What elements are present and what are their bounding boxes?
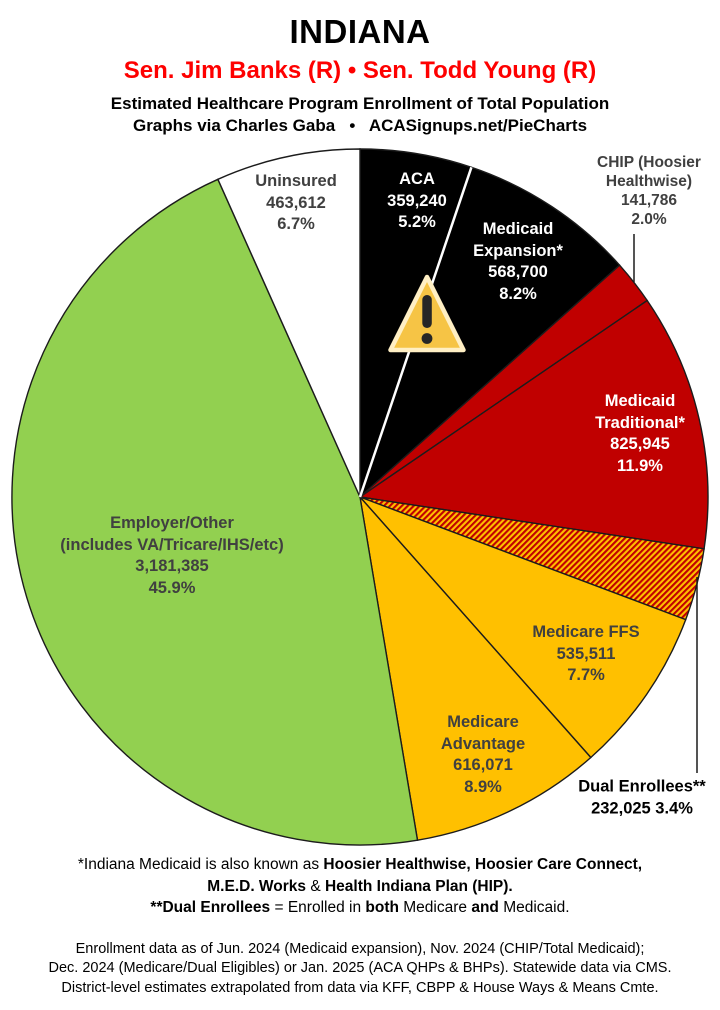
credit-line: Graphs via Charles Gaba • ACASignups.net… — [132, 116, 588, 135]
chart-annotations — [388, 234, 698, 773]
senators-line: Sen. Jim Banks (R) • Sen. Todd Young (R) — [123, 57, 597, 84]
data-sources: Enrollment data as of Jun. 2024 (Medicai… — [0, 940, 720, 999]
pie-slices — [11, 148, 709, 846]
page-title: INDIANA — [289, 13, 431, 50]
pie-slice-medicaid-expansion — [358, 166, 621, 500]
footnote-medicaid-names: *Indiana Medicaid is also known as Hoosi… — [77, 856, 643, 873]
source-line-1: Enrollment data as of Jun. 2024 (Medicai… — [75, 940, 645, 957]
warning-exclamation-bar — [422, 295, 432, 328]
header: INDIANA Sen. Jim Banks (R) • Sen. Todd Y… — [0, 0, 720, 136]
warning-exclamation-dot — [421, 333, 433, 344]
pie-slice-medicare-ffs — [359, 496, 687, 759]
warning-triangle-icon — [388, 274, 466, 353]
pie-slice-medicaid-traditional — [358, 299, 709, 550]
footer: *Indiana Medicaid is also known as Hoosi… — [0, 854, 720, 998]
pie-slice-medicare-advantage — [358, 494, 592, 842]
chart-subtitle: Estimated Healthcare Program Enrollment … — [110, 94, 610, 113]
pie-chart — [11, 148, 709, 846]
pie-slice-uninsured — [216, 148, 361, 498]
source-line-3: District-level estimates extrapolated fr… — [61, 979, 659, 996]
footnote-medicaid-names-2: M.E.D. Works & Health Indiana Plan (HIP)… — [207, 877, 513, 895]
pie-slice-employer-other — [11, 178, 419, 846]
source-line-2: Dec. 2024 (Medicare/Dual Eligibles) or J… — [48, 960, 672, 976]
footnote-dual-enrollees: **Dual Enrollees = Enrolled in both Medi… — [150, 899, 570, 916]
